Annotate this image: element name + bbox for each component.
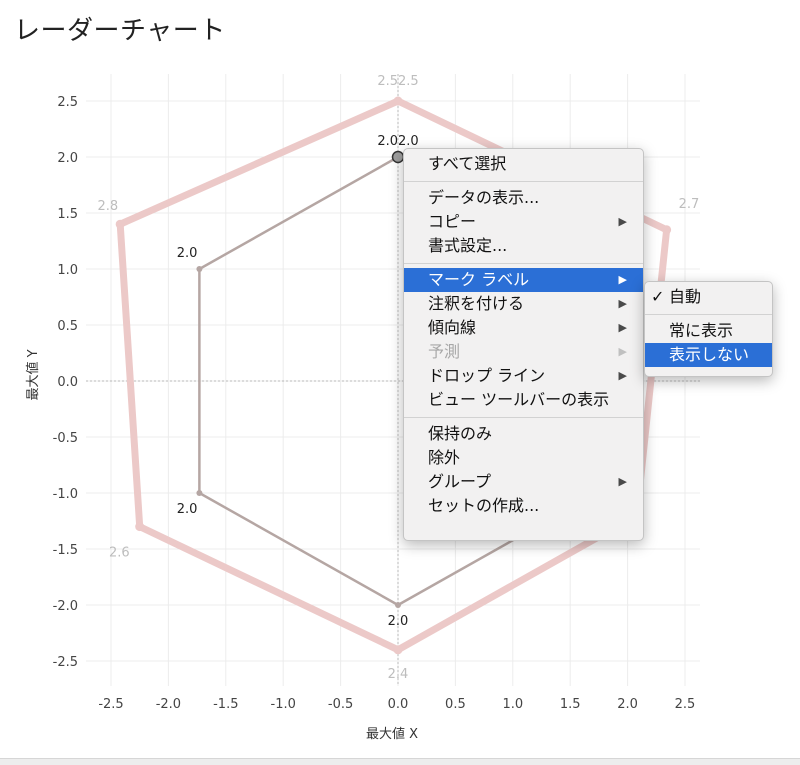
submenu-item[interactable]: ✓ 自動	[645, 285, 772, 309]
series-2-point	[196, 266, 203, 272]
x-tick-label: -1.0	[271, 697, 296, 712]
y-tick-label: -0.5	[53, 431, 78, 446]
y-tick-label: 0.5	[57, 319, 78, 334]
context-menu-item-label: グループ	[428, 472, 492, 491]
y-tick-label: 0.0	[57, 375, 78, 390]
context-menu: すべて選択データの表示... コピー ▶ 書式設定... マーク ラベル ▶ 注釈を付ける ▶…	[403, 148, 644, 541]
context-menu-item[interactable]: マーク ラベル ▶	[404, 268, 643, 292]
y-tick-label: 1.0	[57, 263, 78, 278]
context-menu-item[interactable]: ビュー ツールバーの表示	[404, 388, 643, 412]
selected-mark	[391, 150, 405, 164]
checkmark-icon: ✓	[651, 287, 665, 306]
x-tick-label: 2.5	[675, 697, 696, 712]
data-label: 2.4	[388, 667, 409, 682]
series-1-point	[662, 225, 672, 235]
context-menu-item-label: 保持のみ	[428, 424, 493, 443]
context-menu-item[interactable]: セットの作成...	[404, 494, 643, 518]
data-label: 2.6	[109, 546, 130, 561]
y-tick-label: 1.5	[57, 207, 78, 222]
submenu-arrow-icon: ▶	[618, 475, 627, 488]
context-menu-item-label: 除外	[428, 448, 461, 467]
submenu-arrow-icon: ▶	[618, 297, 627, 310]
context-menu-item[interactable]: 傾向線 ▶	[404, 316, 643, 340]
page-title: レーダーチャート	[14, 16, 226, 46]
y-tick-label: -2.0	[53, 599, 78, 614]
series-1-point	[115, 219, 125, 229]
y-tick-label: 2.0	[57, 151, 78, 166]
bottom-divider	[0, 758, 800, 765]
x-tick-label: 2.0	[617, 697, 638, 712]
data-label: 2.02.0	[377, 134, 418, 149]
context-menu-item-label: データの表示...	[428, 188, 540, 207]
y-axis-title: 最大値 Y	[25, 349, 41, 400]
data-label: 2.0	[177, 246, 198, 261]
submenu-arrow-icon: ▶	[618, 215, 627, 228]
context-menu-item-label: マーク ラベル	[428, 270, 530, 289]
submenu-arrow-icon: ▶	[618, 273, 627, 286]
series-1-point	[135, 522, 145, 532]
x-tick-label: 1.0	[502, 697, 523, 712]
context-menu-item[interactable]: データの表示...	[404, 186, 643, 210]
menu-separator	[645, 314, 772, 315]
y-tick-label: -1.0	[53, 487, 78, 502]
context-menu-item: 予測 ▶	[404, 340, 643, 364]
data-label: 2.7	[679, 197, 700, 212]
x-tick-label: -2.5	[98, 697, 123, 712]
submenu-item[interactable]: 表示しない	[645, 343, 772, 367]
submenu-arrow-icon: ▶	[618, 345, 627, 358]
y-tick-label: -1.5	[53, 543, 78, 558]
series-2-point	[196, 490, 203, 496]
x-tick-label: -2.0	[156, 697, 181, 712]
context-menu-item[interactable]: すべて選択	[404, 152, 643, 176]
context-menu-item-label: 書式設定...	[428, 236, 508, 255]
context-menu-item-label: ドロップ ライン	[428, 366, 546, 385]
context-menu-item[interactable]: コピー ▶	[404, 210, 643, 234]
context-menu-item-label: 予測	[428, 342, 461, 361]
x-tick-label: 0.5	[445, 697, 466, 712]
menu-separator	[404, 263, 643, 264]
data-label: 2.8	[97, 199, 118, 214]
context-menu-item[interactable]: 保持のみ	[404, 422, 643, 446]
x-tick-label: 1.5	[560, 697, 581, 712]
context-menu-item-label: コピー	[428, 212, 477, 231]
context-menu-item[interactable]: 書式設定...	[404, 234, 643, 258]
data-label: 2.0	[388, 614, 409, 629]
submenu-item[interactable]: 常に表示	[645, 319, 772, 343]
series-1-point	[393, 96, 403, 106]
submenu-arrow-icon: ▶	[618, 369, 627, 382]
y-tick-label: -2.5	[53, 655, 78, 670]
data-label: 2.0	[177, 502, 198, 517]
context-menu-item[interactable]: 注釈を付ける ▶	[404, 292, 643, 316]
context-menu-item-label: ビュー ツールバーの表示	[428, 390, 610, 409]
x-tick-label: -0.5	[328, 697, 353, 712]
y-tick-label: 2.5	[57, 95, 78, 110]
submenu-arrow-icon: ▶	[618, 321, 627, 334]
context-menu-item[interactable]: グループ ▶	[404, 470, 643, 494]
x-tick-label: 0.0	[388, 697, 409, 712]
series-1-point	[393, 645, 403, 655]
context-menu-item-label: すべて選択	[428, 154, 507, 173]
x-tick-label: -1.5	[213, 697, 238, 712]
x-axis-title: 最大値 X	[366, 726, 418, 742]
submenu-item-label: 自動	[669, 287, 702, 306]
context-menu-item[interactable]: 除外	[404, 446, 643, 470]
menu-separator	[404, 181, 643, 182]
submenu-item-label: 表示しない	[669, 345, 750, 364]
mark-label-submenu: ✓ 自動常に表示表示しない	[644, 281, 773, 377]
context-menu-item-label: 傾向線	[428, 318, 477, 337]
context-menu-item-label: セットの作成...	[428, 496, 540, 515]
menu-separator	[404, 417, 643, 418]
context-menu-item-label: 注釈を付ける	[428, 294, 525, 313]
context-menu-item[interactable]: ドロップ ライン ▶	[404, 364, 643, 388]
series-2-point	[395, 602, 401, 608]
submenu-item-label: 常に表示	[669, 321, 734, 340]
data-label: 2.52.5	[377, 74, 418, 89]
